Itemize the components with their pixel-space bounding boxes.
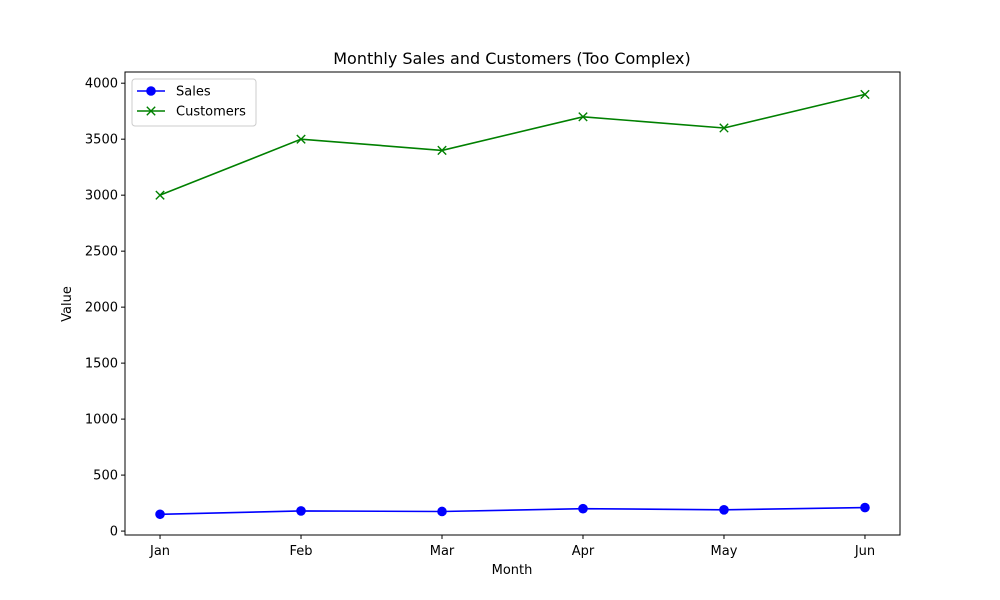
data-point-customers-may xyxy=(719,123,729,133)
y-tick-label-1: 500 xyxy=(93,469,118,484)
y-tick-label-6: 3000 xyxy=(85,189,118,204)
x-tick-label-5: Jun xyxy=(854,544,875,559)
series-customers xyxy=(155,89,870,200)
legend: Sales Customers xyxy=(131,78,257,127)
y-tick-label-4: 2000 xyxy=(85,301,118,316)
y-tick-label-2: 1000 xyxy=(85,413,118,428)
data-point-sales-apr xyxy=(578,503,588,514)
legend-item-sales: Sales xyxy=(137,85,211,100)
x-tick-label-2: Mar xyxy=(430,544,455,559)
data-point-sales-jun xyxy=(860,502,870,513)
x-tick-label-0: Jan xyxy=(149,544,170,559)
data-point-sales-feb xyxy=(296,506,306,516)
data-point-sales-mar xyxy=(437,506,447,517)
x-tick-label-3: Apr xyxy=(572,544,595,559)
series-line-sales xyxy=(160,506,865,516)
data-point-customers-mar xyxy=(437,145,447,156)
data-point-sales-jan xyxy=(155,509,165,520)
series-layer xyxy=(155,89,870,520)
data-point-customers-jan xyxy=(155,190,165,200)
x-axis: Jan Feb Mar Apr May Jun xyxy=(149,535,875,559)
data-point-customers-jun xyxy=(860,89,870,100)
y-tick-label-3: 1500 xyxy=(85,357,118,372)
plot-area xyxy=(124,71,901,536)
y-axis: 0 500 1000 1500 2000 2500 3000 3500 4000 xyxy=(85,77,125,540)
legend-item-customers: Customers xyxy=(137,105,246,120)
x-tick-label-4: May xyxy=(711,544,738,559)
y-tick-label-5: 2500 xyxy=(85,245,118,260)
y-axis-title: Value xyxy=(60,286,75,322)
y-tick-label-0: 0 xyxy=(110,525,118,540)
series-line-customers xyxy=(159,93,866,196)
legend-marker-customers xyxy=(146,106,156,116)
x-axis-title: Month xyxy=(492,563,533,578)
y-tick-label-7: 3500 xyxy=(85,133,118,148)
x-tick-label-1: Feb xyxy=(290,544,313,559)
y-tick-label-8: 4000 xyxy=(85,77,118,92)
legend-label-sales: Sales xyxy=(176,85,211,100)
series-sales xyxy=(155,502,870,520)
data-point-customers-feb xyxy=(296,134,306,144)
data-point-customers-apr xyxy=(578,112,588,122)
legend-marker-sales xyxy=(146,86,156,96)
legend-label-customers: Customers xyxy=(176,105,246,120)
chart-title: Monthly Sales and Customers (Too Complex… xyxy=(333,49,691,68)
data-point-sales-may xyxy=(719,505,729,515)
